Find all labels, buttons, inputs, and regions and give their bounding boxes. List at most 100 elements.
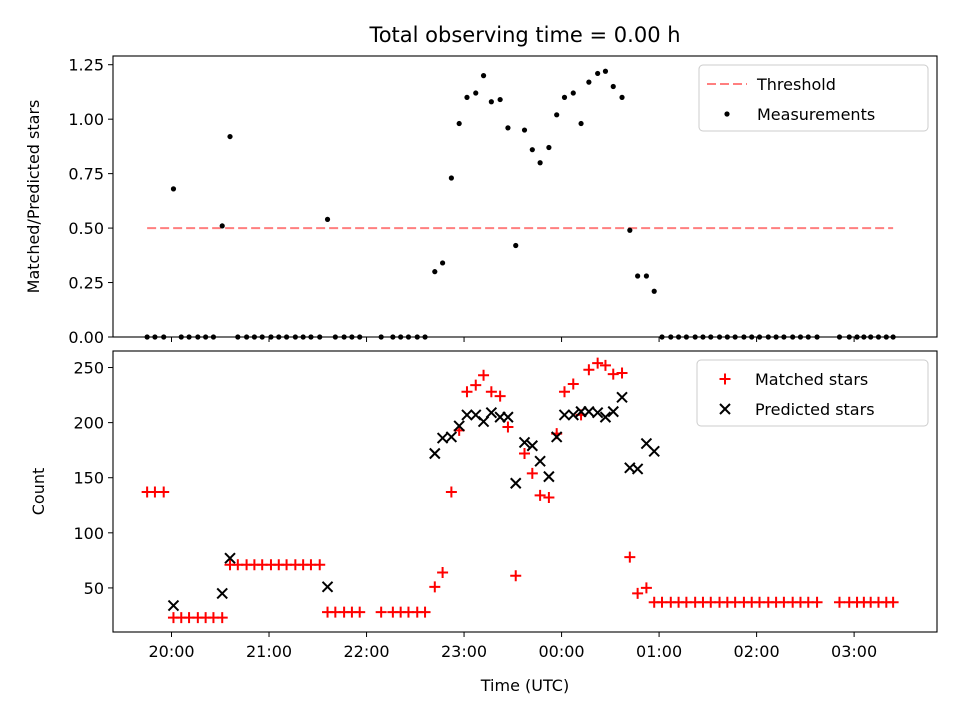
data-point: [643, 273, 650, 279]
data-point: [599, 411, 612, 423]
data-point: [567, 378, 579, 390]
data-point: [668, 334, 674, 340]
data-point: [445, 486, 457, 498]
data-point: [624, 551, 636, 563]
data-point: [456, 120, 462, 127]
data-point: [144, 334, 150, 340]
data-point: [378, 334, 384, 340]
legend: Threshold Measurements: [698, 64, 929, 132]
data-point: [756, 334, 763, 340]
data-point: [332, 334, 338, 340]
data-point: [570, 90, 576, 96]
data-point: [561, 94, 568, 100]
data-point: [537, 160, 543, 166]
data-point: [558, 386, 570, 398]
data-point: [464, 94, 470, 100]
plot-frame: [112, 350, 938, 633]
data-point: [599, 359, 611, 371]
data-point: [292, 334, 298, 340]
data-point: [610, 83, 616, 90]
data-point: [405, 334, 412, 340]
data-point: [716, 334, 723, 340]
data-point: [178, 334, 184, 340]
y-tick-label: 1.00: [68, 110, 104, 129]
data-point: [519, 447, 531, 459]
y-tick-label: 0.25: [68, 274, 104, 293]
data-point: [167, 599, 180, 612]
data-point: [300, 334, 306, 340]
data-point: [170, 186, 177, 192]
y-tick-label: 0.75: [68, 165, 104, 184]
data-point: [616, 391, 628, 403]
plot-area: [141, 357, 899, 624]
legend-box: [696, 359, 929, 427]
data-point: [607, 368, 619, 380]
data-point: [651, 288, 657, 294]
data-point: [480, 73, 487, 79]
data-point: [683, 334, 689, 340]
data-point: [529, 147, 535, 153]
data-point: [268, 334, 274, 340]
data-point: [550, 431, 563, 443]
y-axis-label: Count: [29, 468, 48, 516]
data-point: [526, 467, 538, 479]
legend-box: [698, 64, 929, 132]
data-point: [836, 334, 843, 340]
data-point: [251, 334, 257, 340]
data-point: [861, 334, 867, 340]
x-tick-label: 01:00: [636, 642, 682, 661]
legend-key-plus: [719, 373, 731, 385]
y-tick-label: 150: [73, 469, 104, 488]
plot-area: [144, 68, 896, 340]
data-point: [243, 334, 250, 340]
data-point: [875, 334, 882, 340]
data-point: [632, 587, 644, 599]
data-point: [488, 99, 494, 105]
data-point: [591, 407, 604, 419]
data-point: [635, 273, 641, 279]
series-measurements: [144, 68, 896, 340]
data-point: [510, 570, 522, 582]
data-point: [619, 94, 625, 100]
data-point: [390, 334, 396, 340]
x-tick-label: 21:00: [246, 642, 292, 661]
data-point: [158, 486, 170, 498]
data-point: [616, 367, 628, 379]
data-point: [224, 552, 236, 564]
data-point: [317, 334, 323, 340]
data-point: [445, 431, 458, 443]
data-point: [354, 606, 366, 618]
data-point: [640, 582, 652, 594]
data-point: [790, 334, 796, 340]
data-point: [631, 463, 644, 475]
data-point: [210, 334, 217, 340]
data-point: [461, 386, 473, 398]
data-point: [152, 334, 158, 340]
data-point: [375, 606, 387, 618]
data-point: [814, 334, 820, 340]
data-point: [805, 334, 811, 340]
data-point: [534, 455, 546, 467]
data-point: [627, 227, 633, 233]
data-point: [890, 334, 896, 340]
data-point: [461, 409, 473, 421]
data-point: [485, 407, 498, 419]
data-point: [567, 409, 579, 421]
data-point: [675, 334, 682, 340]
data-point: [186, 334, 192, 340]
data-point: [470, 379, 482, 391]
data-point: [868, 334, 874, 340]
data-point: [505, 125, 511, 131]
data-point: [314, 559, 326, 571]
y-tick-label: 50: [84, 579, 104, 598]
x-tick-label: 23:00: [441, 642, 487, 661]
data-point: [432, 269, 438, 275]
data-point: [846, 334, 852, 340]
data-point: [887, 596, 899, 608]
data-point: [578, 120, 584, 127]
data-point: [659, 334, 665, 340]
data-point: [586, 79, 592, 85]
x-axis-label: Time (UTC): [480, 676, 569, 695]
data-point: [357, 334, 363, 340]
data-point: [321, 581, 334, 593]
